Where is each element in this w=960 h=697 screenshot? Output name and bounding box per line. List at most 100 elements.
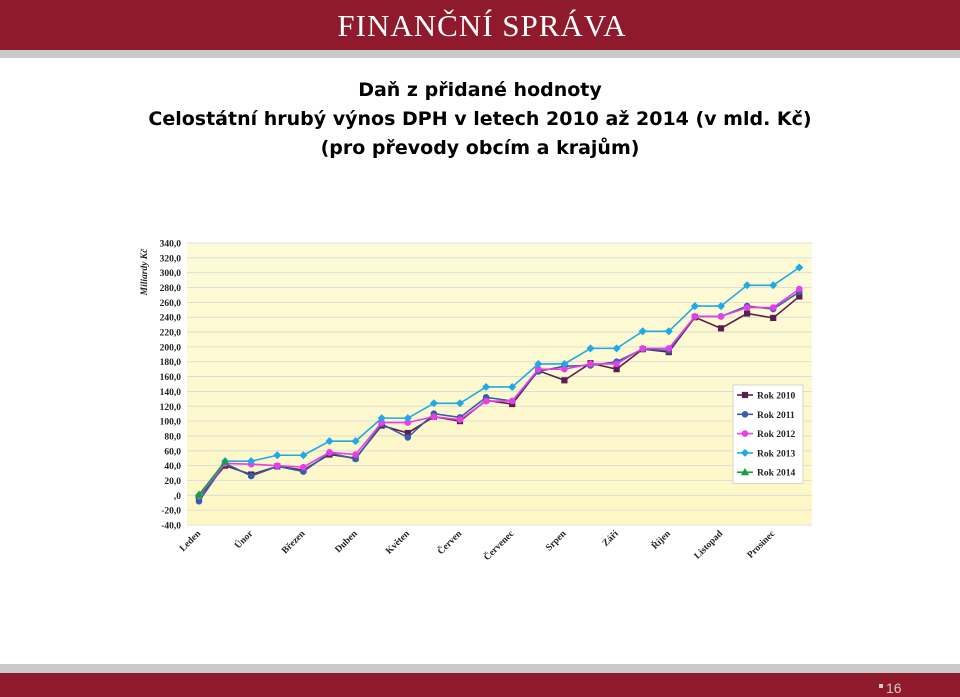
- y-tick-label: 300,0: [160, 269, 182, 279]
- x-tick-label: Červenec: [480, 527, 516, 563]
- x-tick-label: Listopad: [693, 529, 726, 562]
- footer-band: [0, 673, 960, 697]
- y-tick-label: -20,0: [161, 507, 181, 517]
- point: [194, 490, 204, 498]
- y-tick-label: 220,0: [160, 329, 182, 339]
- x-tick-label: Únor: [232, 527, 256, 551]
- point: [430, 413, 438, 420]
- point: [770, 314, 777, 322]
- x-tick-label: Srpen: [544, 529, 569, 554]
- point: [429, 399, 438, 408]
- point: [741, 411, 749, 418]
- y-tick-label: 240,0: [160, 314, 182, 324]
- point: [274, 462, 281, 469]
- y-tick-label: ,0: [174, 492, 181, 502]
- point: [247, 472, 255, 480]
- legend-label: Rok 2012: [757, 430, 796, 440]
- point: [534, 359, 543, 368]
- y-tick-label: 60,0: [164, 447, 181, 457]
- point: [482, 397, 490, 405]
- point: [561, 377, 568, 384]
- point: [403, 414, 412, 423]
- point: [613, 366, 620, 373]
- y-tick-label: 80,0: [164, 432, 181, 442]
- point: [587, 360, 594, 368]
- point: [769, 304, 777, 311]
- legend-label: Rok 2013: [757, 449, 796, 459]
- point: [740, 467, 750, 476]
- point: [743, 304, 751, 311]
- x-tick-label: Září: [601, 529, 621, 549]
- point: [612, 344, 621, 353]
- footer-stripe: [0, 664, 960, 673]
- point: [586, 344, 595, 353]
- x-tick-label: Prosinec: [746, 529, 778, 561]
- point: [377, 414, 386, 423]
- series-line: [198, 295, 800, 498]
- point: [638, 327, 647, 336]
- plot-area: [187, 243, 812, 525]
- point: [690, 302, 699, 311]
- y-tick-label: 20,0: [164, 477, 181, 487]
- point: [220, 457, 230, 465]
- y-axis-label: Miliardy Kč: [140, 248, 150, 296]
- x-tick-label: Březen: [280, 529, 308, 557]
- y-tick-label: 280,0: [160, 284, 182, 294]
- header-stripe: [0, 50, 960, 58]
- point: [273, 451, 282, 460]
- point: [455, 399, 465, 408]
- y-tick-label: 160,0: [160, 373, 182, 383]
- y-tick-label: 40,0: [164, 462, 181, 472]
- legend-label: Rok 2014: [757, 469, 796, 479]
- point: [325, 437, 334, 446]
- y-tick-label: 320,0: [160, 254, 182, 264]
- x-tick-label: Červen: [434, 526, 465, 557]
- chart-subtitle: (pro převody obcím a krajům): [321, 136, 640, 159]
- series-line: [198, 461, 226, 496]
- point: [744, 310, 751, 317]
- point: [326, 448, 333, 456]
- point: [508, 397, 516, 405]
- bullet: [879, 684, 883, 688]
- point: [404, 434, 412, 441]
- legend-label: Rok 2011: [757, 411, 795, 421]
- series-line: [198, 266, 800, 496]
- point: [482, 382, 491, 391]
- point: [741, 430, 749, 437]
- point: [664, 327, 673, 336]
- chart-subtitle: Celostátní hrubý výnos DPH v letech 2010…: [148, 108, 811, 130]
- y-tick-label: 340,0: [160, 240, 182, 250]
- point: [717, 325, 725, 332]
- point: [740, 448, 750, 457]
- y-tick-label: -40,0: [161, 522, 181, 532]
- point: [456, 416, 464, 423]
- x-tick-label: Květen: [384, 529, 412, 557]
- y-tick-label: 100,0: [160, 418, 182, 428]
- point: [743, 281, 752, 290]
- header-title: FINANČNÍ SPRÁVA: [337, 8, 626, 43]
- point: [560, 359, 569, 368]
- point: [717, 313, 725, 320]
- chart-title: Daň z přidané hodnoty: [358, 79, 602, 101]
- point: [639, 345, 647, 352]
- point: [691, 313, 699, 320]
- x-tick-label: Říjen: [649, 527, 674, 552]
- point: [613, 360, 620, 368]
- point: [769, 281, 778, 290]
- y-tick-label: 200,0: [160, 343, 182, 353]
- series-line: [198, 288, 800, 497]
- y-tick-label: 120,0: [160, 403, 182, 413]
- point: [716, 302, 726, 311]
- point: [352, 451, 359, 458]
- y-tick-label: 140,0: [160, 388, 182, 398]
- point: [508, 382, 517, 391]
- point: [299, 451, 308, 460]
- point: [741, 391, 749, 399]
- x-tick-label: Leden: [178, 529, 203, 554]
- point: [795, 263, 804, 272]
- header-band: [0, 0, 960, 50]
- point: [247, 457, 256, 466]
- x-tick-label: Duben: [334, 529, 361, 556]
- point: [351, 437, 360, 446]
